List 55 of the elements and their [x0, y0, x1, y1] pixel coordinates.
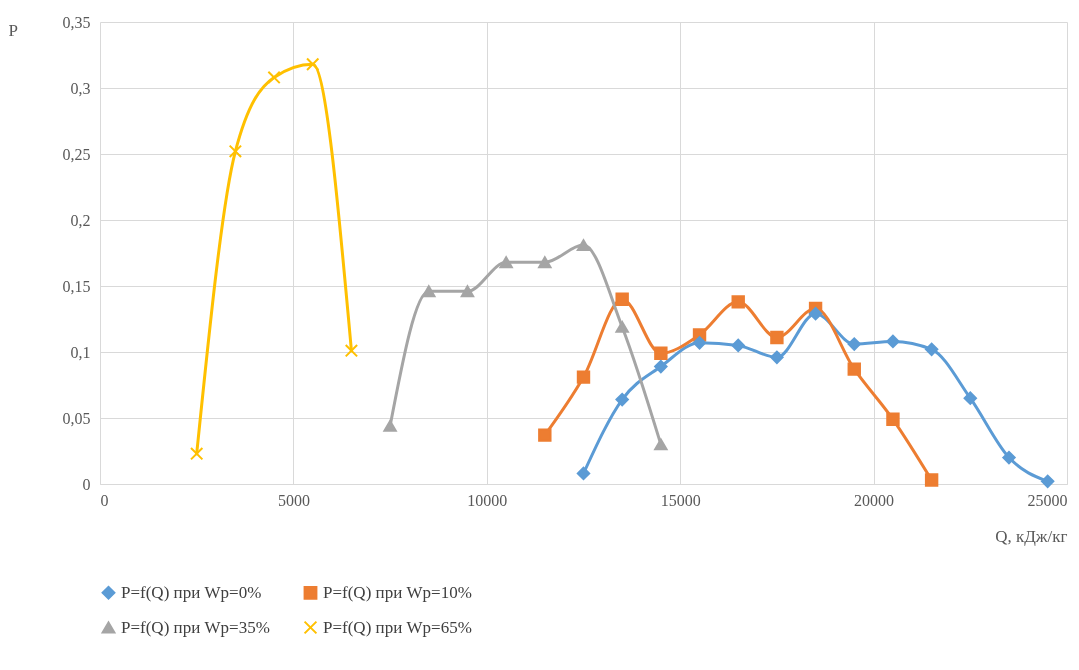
x-tick-label: 0 [100, 491, 109, 509]
point [190, 446, 204, 461]
point [460, 285, 475, 298]
point [615, 292, 629, 306]
point [422, 285, 436, 298]
legend-label: P=f(Q) при Wp=10% [323, 582, 472, 602]
x-tick-label: 20000 [854, 491, 895, 509]
point [1040, 474, 1055, 489]
point [267, 70, 281, 85]
point [576, 370, 591, 384]
legend-label: P=f(Q) при Wp=65% [323, 617, 472, 637]
y-tick-label: 0,2 [70, 211, 91, 229]
y-tick-label: 0,15 [62, 277, 91, 295]
point [499, 256, 513, 269]
point [576, 239, 591, 252]
y-tick-label: 0 [82, 475, 91, 493]
point [615, 320, 629, 333]
x-tick-label: 10000 [467, 491, 508, 509]
point [576, 466, 591, 481]
point [808, 307, 823, 321]
point [886, 334, 900, 349]
point [383, 419, 397, 432]
y-axis-title: P [8, 20, 18, 40]
point [692, 336, 707, 350]
point [538, 428, 552, 442]
point [1002, 450, 1016, 465]
x-axis-title: Q, кДж/кг [995, 526, 1068, 546]
legend-label: P=f(Q) при Wp=0% [121, 582, 262, 602]
point [924, 342, 939, 357]
x-tick-label: 15000 [660, 491, 701, 509]
point [654, 359, 668, 374]
point [654, 438, 668, 451]
point [731, 338, 745, 353]
point [770, 350, 784, 364]
point [306, 57, 320, 71]
y-tick-label: 0,1 [70, 343, 91, 361]
y-tick-label: 0,3 [70, 79, 91, 97]
point [228, 144, 243, 159]
point [886, 412, 900, 427]
x-tick-label: 25000 [1027, 491, 1068, 509]
point [847, 362, 861, 376]
point [924, 473, 939, 487]
point [615, 392, 629, 407]
point [847, 337, 861, 351]
y-tick-label: 0,25 [62, 145, 91, 163]
point [344, 343, 359, 358]
y-tick-label: 0,35 [62, 13, 91, 31]
legend-label: P=f(Q) при Wp=35% [121, 617, 270, 637]
point [963, 391, 977, 405]
point [654, 346, 668, 361]
point [538, 256, 552, 269]
point [770, 330, 784, 345]
point [731, 295, 745, 309]
x-tick-label: 5000 [277, 491, 310, 509]
y-tick-label: 0,05 [62, 409, 91, 427]
